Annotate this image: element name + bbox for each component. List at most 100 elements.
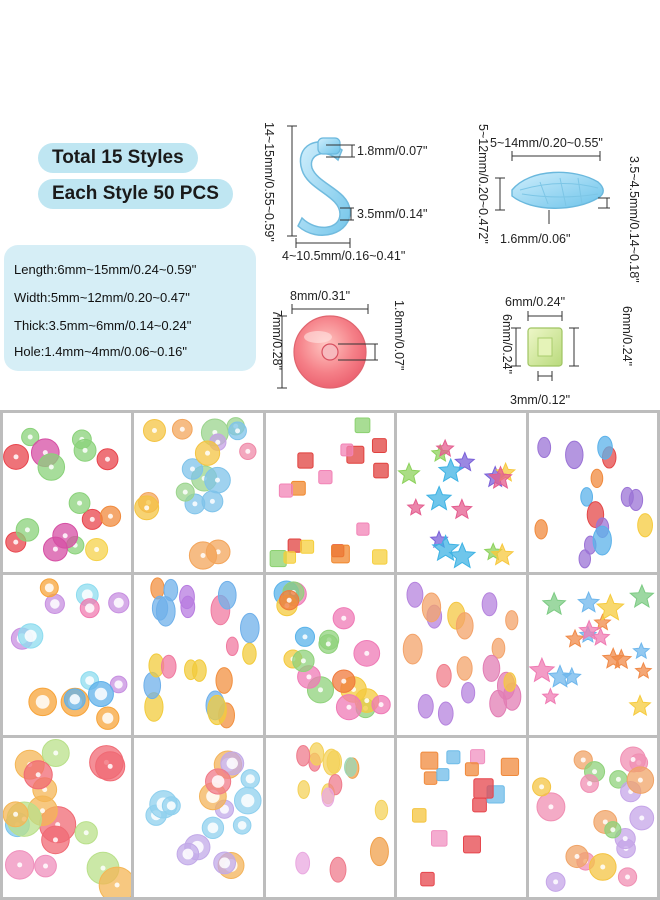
bead-hole <box>94 688 108 701</box>
bead <box>152 595 169 621</box>
bead <box>436 664 452 688</box>
bead <box>406 497 426 516</box>
bead-hole <box>286 598 292 604</box>
bead <box>98 866 132 897</box>
bead <box>192 659 208 683</box>
bead-hole <box>114 680 123 689</box>
spec-thick: Thick:3.5mm~6mm/0.14~0.24" <box>14 318 192 333</box>
bead-hole <box>599 864 605 870</box>
bead-hole <box>317 687 323 693</box>
bead-hole <box>378 702 384 708</box>
bead <box>374 799 388 820</box>
bead <box>226 636 240 657</box>
bead <box>446 749 461 764</box>
bead-hole <box>306 674 312 680</box>
bead <box>322 748 340 776</box>
bead <box>297 452 314 469</box>
bead-hole <box>50 599 60 610</box>
bead-hole <box>42 786 48 792</box>
bead-hole <box>302 634 308 640</box>
bead-hole <box>212 429 218 435</box>
bead <box>372 462 389 479</box>
bead <box>218 581 237 610</box>
bead <box>431 829 448 847</box>
bead-hole <box>85 676 95 686</box>
bead <box>150 577 166 600</box>
bead-hole <box>219 857 231 868</box>
bead <box>431 534 461 562</box>
bead-hole <box>609 826 615 832</box>
disc-bead <box>293 315 367 389</box>
bead-hole <box>622 835 628 841</box>
bead <box>491 638 506 659</box>
bead <box>406 582 424 609</box>
bead <box>436 767 450 781</box>
bead <box>620 486 634 507</box>
bead-hole <box>241 793 255 807</box>
bead <box>242 642 258 666</box>
letter-top-hole-label: 1.8mm/0.07" <box>357 144 428 158</box>
bead-hole <box>24 630 37 643</box>
bead-hole <box>341 679 347 685</box>
bead-hole <box>53 750 59 756</box>
bead-hole <box>107 513 113 519</box>
bead <box>420 751 439 770</box>
bead-hole <box>580 757 586 763</box>
bead <box>636 513 653 538</box>
bead <box>402 634 423 665</box>
bead-hole <box>40 807 46 813</box>
style-photo-disc <box>265 575 395 735</box>
style-photo-alphabet <box>265 737 395 897</box>
bead-hole <box>52 837 58 843</box>
cube-bead <box>527 327 563 367</box>
bead-diagrams <box>277 125 610 389</box>
bead-hole <box>17 862 23 868</box>
bead-hole <box>245 448 251 454</box>
style-photo-shell <box>397 575 526 735</box>
bead-hole <box>105 456 111 462</box>
bead <box>308 741 325 766</box>
style-photo-cube <box>265 413 395 573</box>
bead-hole <box>325 641 331 647</box>
bead-hole <box>637 777 643 783</box>
letter-thickness-label: 3.5mm/0.14" <box>357 207 428 221</box>
shell-thickness-label: 3.5~4.5mm/0.14~0.18" <box>627 156 641 283</box>
bead <box>564 440 584 470</box>
bead <box>577 619 600 641</box>
bead-hole <box>215 439 221 445</box>
bead-hole <box>200 552 206 558</box>
style-photo-animal <box>134 575 263 735</box>
bead-hole <box>69 694 81 705</box>
style-photo-flower-round <box>528 737 657 897</box>
bead <box>330 544 350 564</box>
bead <box>321 787 335 807</box>
style-photo-ring <box>3 575 132 735</box>
bead <box>438 701 454 726</box>
bead-hole <box>210 498 216 504</box>
bead <box>354 417 371 434</box>
bead <box>207 695 228 726</box>
bead-hole <box>35 695 50 710</box>
bead-hole <box>13 811 19 817</box>
each-style-badge: Each Style 50 PCS <box>38 179 233 209</box>
bead <box>369 836 389 866</box>
bead-hole <box>94 547 100 553</box>
bead <box>576 591 600 614</box>
bead-hole <box>84 603 95 614</box>
bead <box>500 757 520 776</box>
bead <box>592 525 612 556</box>
bead-hole <box>192 501 198 507</box>
bead-hole <box>364 651 370 657</box>
bead-hole <box>190 466 196 472</box>
bead <box>240 613 260 644</box>
bead <box>590 468 603 489</box>
bead <box>601 647 625 670</box>
bead-hole <box>62 533 68 539</box>
bead-hole <box>300 658 306 664</box>
cube-height-left-label: 6mm/0.24" <box>500 314 514 375</box>
style-photo-alphabet-cube <box>397 737 526 897</box>
bead-hole <box>27 434 33 440</box>
spec-width: Width:5mm~12mm/0.20~0.47" <box>14 290 190 305</box>
cube-height-right-label: 6mm/0.24" <box>620 306 634 367</box>
bead-hole <box>35 771 41 777</box>
